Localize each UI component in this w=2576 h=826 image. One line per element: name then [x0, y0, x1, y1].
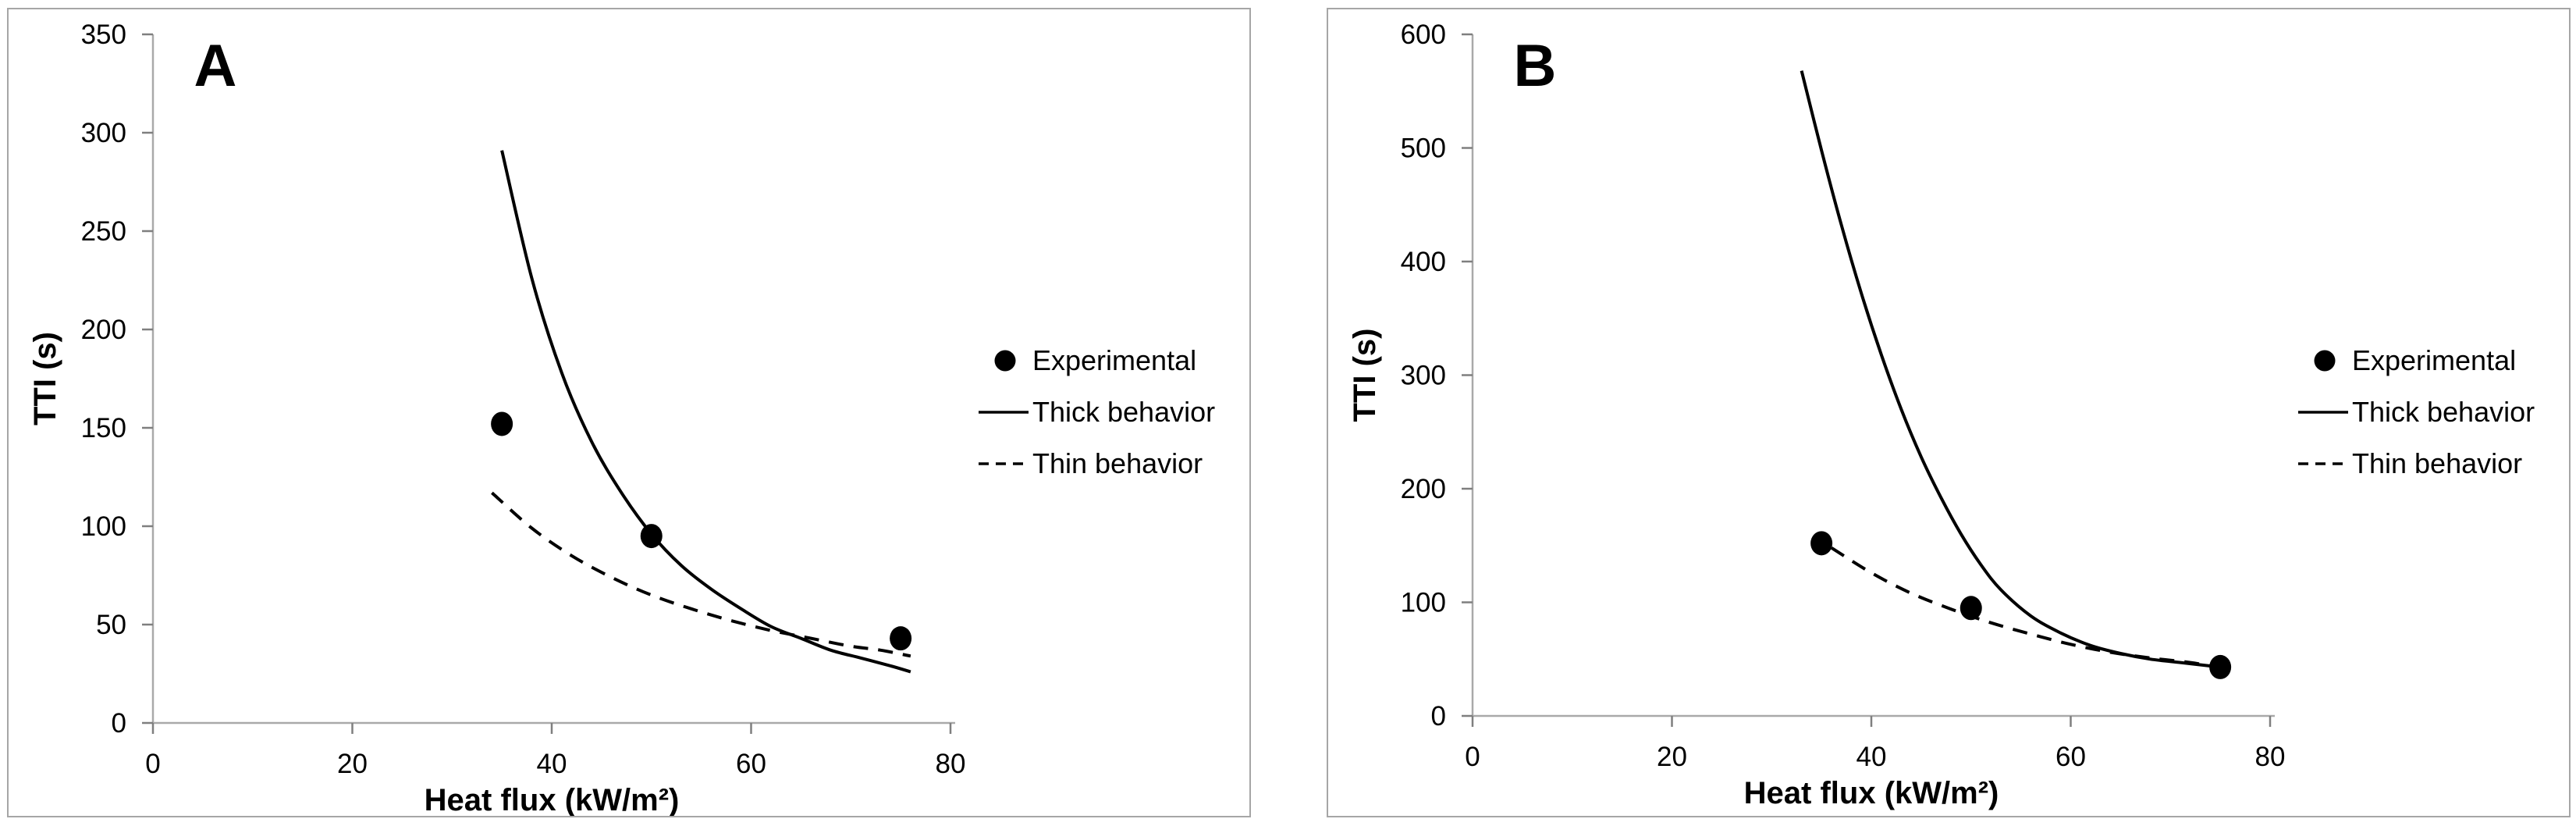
- experimental-point: [2209, 654, 2232, 679]
- panel-letter: B: [1514, 33, 1557, 99]
- legend-marker-circle: [2314, 350, 2336, 372]
- experimental-point: [890, 626, 912, 651]
- thin-behavior-line: [1830, 547, 2211, 668]
- y-tick-label: 100: [81, 511, 126, 542]
- legend-label: Experimental: [2352, 344, 2516, 376]
- y-tick-label: 150: [81, 413, 126, 443]
- legend-label: Thin behavior: [1032, 447, 1203, 479]
- y-tick-label: 300: [81, 118, 126, 148]
- legend-label: Experimental: [1032, 344, 1196, 376]
- experimental-point: [640, 524, 663, 549]
- x-tick-label: 40: [537, 749, 567, 779]
- legend-label: Thick behavior: [1032, 396, 1215, 428]
- chart-b-svg: 0 100 200 300 400 500 600 0 20 40 60 80 TTI (s) Heat …: [1348, 20, 2535, 810]
- y-tick-label: 250: [81, 216, 126, 247]
- x-tick-label: 80: [936, 749, 966, 779]
- x-axis-title: Heat flux (kW/m²): [425, 783, 680, 816]
- y-tick-label: 100: [1401, 588, 1446, 618]
- chart-a-svg: 0 50 100 150 200 250 300 350 0 20 40 60 80 TTI (s) Hea…: [28, 20, 1215, 816]
- x-tick-label: 20: [1657, 742, 1687, 772]
- experimental-point: [1810, 531, 1833, 556]
- x-axis-title: Heat flux (kW/m²): [1744, 776, 1999, 810]
- panel-letter: A: [194, 33, 237, 99]
- x-tick-label: 80: [2255, 742, 2286, 772]
- x-tick-label: 0: [1465, 742, 1480, 772]
- thin-behavior-line: [491, 491, 911, 658]
- x-tick-label: 60: [736, 749, 766, 779]
- y-tick-label: 350: [81, 20, 126, 50]
- y-tick-label: 50: [96, 610, 126, 640]
- y-tick-label: 200: [81, 315, 126, 345]
- experimental-point: [1960, 596, 1982, 621]
- y-tick-label: 0: [112, 708, 126, 739]
- thick-behavior-line: [1800, 70, 2211, 668]
- legend-label: Thin behavior: [2352, 447, 2522, 479]
- x-tick-label: 60: [2055, 742, 2086, 772]
- legend-label: Thick behavior: [2352, 396, 2535, 428]
- thick-behavior-line: [500, 150, 911, 674]
- y-axis-title: TTI (s): [1348, 329, 1382, 422]
- panel-a: 0 50 100 150 200 250 300 350 0 20 40 60 80 TTI (s) Hea…: [7, 8, 1251, 817]
- y-tick-label: 0: [1431, 701, 1446, 732]
- legend-marker-circle: [994, 350, 1016, 372]
- y-tick-label: 600: [1401, 20, 1446, 50]
- experimental-point: [491, 411, 513, 436]
- y-tick-label: 200: [1401, 474, 1446, 504]
- x-tick-label: 20: [337, 749, 368, 779]
- y-tick-label: 500: [1401, 134, 1446, 164]
- panel-b: 0 100 200 300 400 500 600 0 20 40 60 80 TTI (s) Heat …: [1327, 8, 2571, 817]
- x-tick-label: 40: [1856, 742, 1887, 772]
- y-tick-label: 400: [1401, 247, 1446, 277]
- y-tick-label: 300: [1401, 361, 1446, 391]
- x-tick-label: 0: [145, 749, 160, 779]
- y-axis-title: TTI (s): [28, 332, 62, 425]
